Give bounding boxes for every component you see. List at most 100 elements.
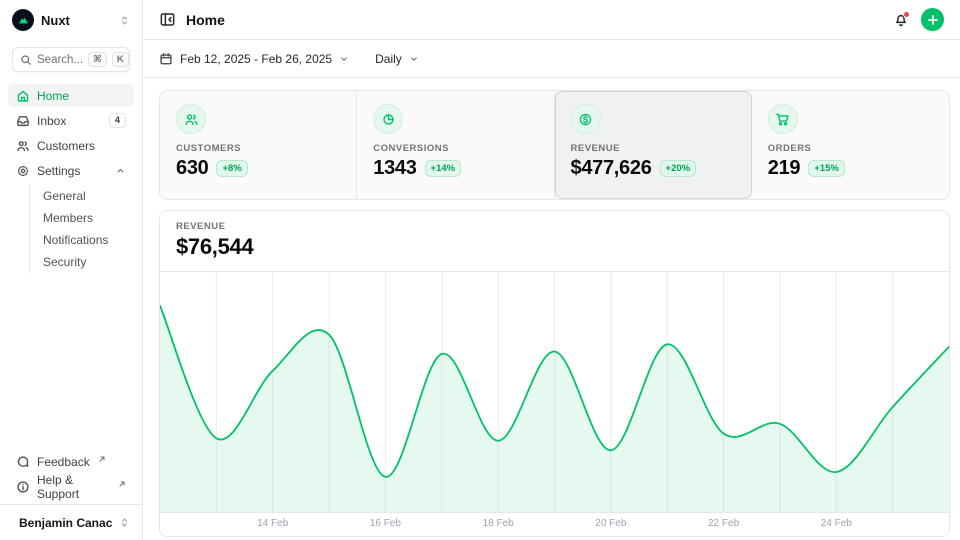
stat-value: 219 bbox=[768, 157, 800, 180]
chevron-up-icon bbox=[115, 165, 126, 176]
workspace-name: Nuxt bbox=[41, 13, 112, 28]
calendar-icon bbox=[159, 52, 173, 66]
sidebar-item-general[interactable]: General bbox=[30, 185, 134, 207]
kbd-k: K bbox=[112, 52, 129, 67]
nuxt-logo-icon bbox=[12, 9, 34, 31]
sidebar-item-settings[interactable]: Settings bbox=[8, 159, 134, 182]
stat-label: CONVERSIONS bbox=[373, 143, 537, 154]
pie-chart-icon bbox=[373, 104, 403, 134]
chart-x-axis: 14 Feb 16 Feb 18 Feb 20 Feb 22 Feb 24 Feb bbox=[160, 513, 949, 536]
user-menu[interactable]: Benjamin Canac bbox=[0, 504, 142, 540]
search-placeholder: Search... bbox=[37, 54, 83, 66]
sidebar-item-inbox[interactable]: Inbox 4 bbox=[8, 109, 134, 132]
chart-canvas[interactable] bbox=[160, 272, 949, 513]
x-tick-label: 24 Feb bbox=[821, 518, 852, 529]
granularity-label: Daily bbox=[375, 52, 402, 66]
stat-label: CUSTOMERS bbox=[176, 143, 340, 154]
x-tick-label: 18 Feb bbox=[483, 518, 514, 529]
feedback-link[interactable]: Feedback bbox=[8, 450, 134, 473]
stat-card-revenue[interactable]: REVENUE $477,626 +20% bbox=[555, 91, 752, 199]
chevron-down-icon bbox=[339, 54, 349, 64]
chevron-down-icon bbox=[409, 54, 419, 64]
search-input[interactable]: Search... ⌘ K bbox=[12, 47, 130, 72]
stat-value: 630 bbox=[176, 157, 208, 180]
sub-item-label: Members bbox=[43, 211, 93, 225]
filters-toolbar: Feb 12, 2025 - Feb 26, 2025 Daily bbox=[143, 40, 960, 78]
sidebar-footer: Feedback Help & Support bbox=[0, 450, 142, 504]
revenue-area-chart bbox=[160, 272, 949, 513]
external-link-icon bbox=[98, 455, 106, 463]
sidebar-item-security[interactable]: Security bbox=[30, 251, 134, 273]
sidebar-item-home[interactable]: Home bbox=[8, 84, 134, 107]
sidebar-item-members[interactable]: Members bbox=[30, 207, 134, 229]
stat-label: ORDERS bbox=[768, 143, 933, 154]
x-tick-label: 20 Feb bbox=[595, 518, 626, 529]
sub-item-label: Notifications bbox=[43, 233, 108, 247]
collapse-sidebar-button[interactable] bbox=[159, 11, 176, 28]
stat-value: 1343 bbox=[373, 157, 416, 180]
sidebar-item-customers[interactable]: Customers bbox=[8, 134, 134, 157]
date-range-picker[interactable]: Feb 12, 2025 - Feb 26, 2025 bbox=[159, 52, 349, 66]
chart-kicker-label: REVENUE bbox=[176, 221, 933, 232]
x-tick-label: 16 Feb bbox=[370, 518, 401, 529]
sidebar-item-label: Settings bbox=[37, 164, 108, 178]
main-area: Home Feb 12, 2025 - Feb 26, 2025 Daily bbox=[143, 0, 960, 540]
stats-row: CUSTOMERS 630 +8% CONVERSIONS 1343 +14% bbox=[159, 90, 950, 200]
sidebar: Nuxt Search... ⌘ K Home Inbox 4 bbox=[0, 0, 143, 540]
home-icon bbox=[16, 89, 30, 103]
revenue-chart-card: REVENUE $76,544 14 Feb 16 Feb 18 Feb 20 Feb… bbox=[159, 210, 950, 537]
user-name: Benjamin Canac bbox=[19, 516, 112, 530]
x-tick-label: 14 Feb bbox=[257, 518, 288, 529]
sidebar-item-label: Inbox bbox=[37, 114, 102, 128]
inbox-icon bbox=[16, 114, 30, 128]
chat-bubble-icon bbox=[16, 455, 30, 469]
dashboard-content: CUSTOMERS 630 +8% CONVERSIONS 1343 +14% bbox=[143, 78, 960, 537]
users-icon bbox=[176, 104, 206, 134]
dollar-circle-icon bbox=[571, 104, 601, 134]
sidebar-item-label: Home bbox=[37, 89, 126, 103]
info-circle-icon bbox=[16, 480, 30, 494]
stat-delta-badge: +15% bbox=[808, 160, 845, 177]
sidebar-nav: Home Inbox 4 Customers Settings Genera bbox=[0, 74, 142, 273]
search-wrap: Search... ⌘ K bbox=[0, 38, 142, 74]
workspace-switcher[interactable]: Nuxt bbox=[0, 0, 142, 38]
sidebar-spacer bbox=[0, 273, 142, 450]
help-support-link[interactable]: Help & Support bbox=[8, 475, 134, 498]
topbar-actions bbox=[893, 8, 944, 31]
gear-icon bbox=[16, 164, 30, 178]
external-link-icon bbox=[118, 480, 126, 488]
notifications-button[interactable] bbox=[893, 12, 909, 28]
stat-delta-badge: +20% bbox=[660, 160, 697, 177]
add-button[interactable] bbox=[921, 8, 944, 31]
stat-value: $477,626 bbox=[571, 157, 652, 180]
users-icon bbox=[16, 139, 30, 153]
chart-header: REVENUE $76,544 bbox=[160, 211, 949, 272]
notification-dot bbox=[903, 11, 910, 18]
inbox-count-badge: 4 bbox=[109, 113, 126, 128]
top-header: Home bbox=[143, 0, 960, 40]
footer-link-label: Feedback bbox=[37, 455, 90, 469]
search-icon bbox=[20, 54, 32, 66]
settings-sub-list: General Members Notifications Security bbox=[29, 185, 134, 273]
kbd-cmd: ⌘ bbox=[88, 52, 107, 67]
sub-item-label: General bbox=[43, 189, 86, 203]
stat-card-customers[interactable]: CUSTOMERS 630 +8% bbox=[160, 91, 357, 199]
date-range-label: Feb 12, 2025 - Feb 26, 2025 bbox=[180, 52, 332, 66]
sub-item-label: Security bbox=[43, 255, 86, 269]
x-tick-label: 22 Feb bbox=[708, 518, 739, 529]
footer-link-label: Help & Support bbox=[37, 473, 110, 501]
chevrons-up-down-icon bbox=[119, 15, 130, 26]
granularity-select[interactable]: Daily bbox=[375, 52, 419, 66]
plus-icon bbox=[927, 14, 939, 26]
chart-total-value: $76,544 bbox=[176, 234, 933, 260]
page-title: Home bbox=[186, 12, 225, 28]
stat-card-conversions[interactable]: CONVERSIONS 1343 +14% bbox=[357, 91, 554, 199]
stat-label: REVENUE bbox=[571, 143, 735, 154]
stat-card-orders[interactable]: ORDERS 219 +15% bbox=[752, 91, 949, 199]
stat-delta-badge: +14% bbox=[425, 160, 462, 177]
stat-delta-badge: +8% bbox=[216, 160, 247, 177]
cart-icon bbox=[768, 104, 798, 134]
chevrons-up-down-icon bbox=[119, 517, 130, 528]
sidebar-item-notifications[interactable]: Notifications bbox=[30, 229, 134, 251]
sidebar-item-label: Customers bbox=[37, 139, 126, 153]
